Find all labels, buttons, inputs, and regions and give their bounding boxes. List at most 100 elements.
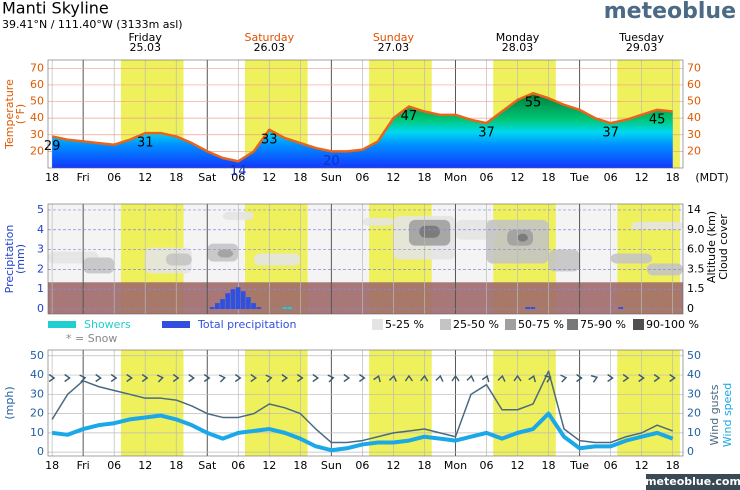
y2-tick-label: 3.5 <box>687 262 705 275</box>
day-date: 29.03 <box>626 41 658 54</box>
day-date: 28.03 <box>502 41 534 54</box>
legend-label: Showers <box>84 318 131 331</box>
wind-arrow <box>95 373 102 383</box>
wind-arrow <box>188 373 195 383</box>
wind-arrow <box>218 374 226 383</box>
time-tick-label: 18 <box>169 171 183 184</box>
wind-arrow <box>607 373 614 383</box>
brand-logo: meteoblue <box>604 0 736 24</box>
wind-arrow <box>373 374 381 383</box>
cloud-cell <box>362 217 394 226</box>
y2-tick-label: 10 <box>687 426 701 439</box>
wind-arrow <box>560 374 568 383</box>
temperature-label: 37 <box>602 126 619 141</box>
temperature-label: 37 <box>478 126 495 141</box>
y2-tick-label: 1.5 <box>687 282 705 295</box>
precip-bar <box>230 289 236 310</box>
y2-tick-label: 0 <box>687 445 694 458</box>
time-tick-label: Tue <box>569 171 589 184</box>
time-tick-label: 12 <box>386 459 400 472</box>
title: Manti Skyline <box>2 0 109 18</box>
time-tick-label: 18 <box>293 171 307 184</box>
legend-label: Total precipitation <box>197 318 297 331</box>
wind-arrow <box>64 373 71 383</box>
time-tick-label: 12 <box>138 459 152 472</box>
time-tick-label: Mon <box>444 171 467 184</box>
y2-tick-label: 60 <box>687 78 701 91</box>
time-tick-label: 18 <box>293 459 307 472</box>
time-tick-label: 18 <box>417 171 431 184</box>
y-tick-label: 0 <box>37 445 44 458</box>
y-tick-label: 1 <box>37 282 44 295</box>
wind-arrow <box>544 375 552 383</box>
precip-bar <box>287 307 293 310</box>
y2-tick-label: 50 <box>687 349 701 362</box>
wind-arrow <box>388 374 397 382</box>
wind-arrow <box>265 374 273 383</box>
temperature-line <box>51 91 673 163</box>
wind-arrow <box>420 374 429 382</box>
time-tick-label: Fri <box>77 459 90 472</box>
day-name: Tuesday <box>618 31 664 44</box>
wind-arrow <box>234 373 242 383</box>
y-axis-title: (°F) <box>14 104 27 124</box>
y-tick-label: 10 <box>30 426 44 439</box>
precip-bar <box>251 303 256 310</box>
time-tick-label: 18 <box>666 171 680 184</box>
precip-bar <box>215 303 220 310</box>
cloud-cell <box>610 253 652 264</box>
daylight-band <box>245 350 308 456</box>
cloud-cell <box>165 253 192 266</box>
time-tick-label: 18 <box>45 171 59 184</box>
time-tick-label: Sun <box>321 171 342 184</box>
y2-tick-label: 20 <box>687 144 701 157</box>
time-tick-label: 12 <box>262 171 276 184</box>
precip-bar <box>225 293 231 310</box>
y2-tick-label: 14 <box>687 203 701 216</box>
day-date: 25.03 <box>129 41 161 54</box>
temperature-label: 33 <box>261 132 278 147</box>
legend-swatch <box>505 319 516 330</box>
wind-arrow <box>79 374 87 383</box>
wind-arrow <box>590 375 599 383</box>
wind-arrow <box>622 373 630 383</box>
plot-frame <box>47 203 684 315</box>
time-tick-label: 06 <box>480 459 494 472</box>
wind-arrow <box>435 374 444 382</box>
wind-arrow <box>513 374 522 382</box>
y2-axis-title: Altitude (km) <box>705 211 718 283</box>
y-tick-label: 70 <box>30 61 44 74</box>
wind-arrow <box>203 373 211 383</box>
y2-tick-label: 50 <box>687 95 701 108</box>
precip-bar <box>240 291 246 310</box>
wind-arrow <box>156 374 164 383</box>
time-tick-label: Sat <box>198 459 217 472</box>
y2-tick-label: 6.0 <box>687 243 705 256</box>
wind-arrow <box>638 373 645 383</box>
time-tick-label: 18 <box>45 459 59 472</box>
y-axis-title: (mph) <box>3 386 16 419</box>
wind-line <box>51 411 674 453</box>
wind-arrow <box>404 374 414 382</box>
wind-arrow <box>358 373 366 383</box>
legend-label: 25-50 % <box>453 318 499 331</box>
time-tick-label: 06 <box>355 459 369 472</box>
y-axis-title: Precipitation <box>3 225 16 294</box>
y2-tick-label: 30 <box>687 128 701 141</box>
temperature-label: 55 <box>525 96 542 111</box>
y2-tick-label: 9.0 <box>687 223 705 236</box>
y2-tick-label: 70 <box>687 61 701 74</box>
y-tick-label: 4 <box>37 223 44 236</box>
time-tick-label: 18 <box>417 459 431 472</box>
precip-bar <box>530 307 536 310</box>
wind-arrow <box>528 374 536 383</box>
time-tick-label: 18 <box>666 459 680 472</box>
precip-bar <box>235 287 241 310</box>
wind-arrow <box>250 373 258 383</box>
time-tick-label: 06 <box>480 171 494 184</box>
temperature-label: 31 <box>137 136 154 151</box>
precip-bar <box>525 307 530 310</box>
wind-arrow <box>327 374 335 383</box>
day-name: Sunday <box>373 31 415 44</box>
